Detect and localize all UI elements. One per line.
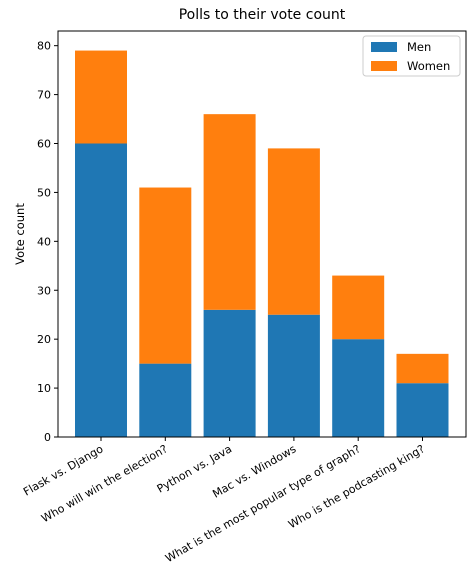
bar-women-2 [203, 114, 256, 310]
bar-women-0 [75, 50, 127, 144]
bar-men-1 [139, 363, 192, 437]
bar-women-3 [267, 148, 320, 315]
y-tick-label: 20 [37, 333, 51, 346]
y-tick-label: 80 [37, 40, 51, 53]
bar-women-5 [396, 353, 449, 384]
x-tick-label: Who will win the election? [39, 442, 170, 525]
y-tick-label: 60 [37, 138, 51, 151]
legend-swatch-women [371, 61, 397, 71]
y-tick-label: 10 [37, 382, 51, 395]
y-tick-label: 40 [37, 235, 51, 248]
chart-title: Polls to their vote count [179, 7, 346, 23]
bar-women-1 [139, 187, 192, 364]
legend-label-men: Men [407, 40, 431, 54]
bar-women-4 [332, 275, 385, 340]
y-axis: 0 10 20 30 40 50 60 70 80 [37, 40, 58, 444]
y-tick-label: 30 [37, 284, 51, 297]
bars-layer [75, 50, 449, 437]
bar-men-4 [332, 339, 385, 437]
y-tick-label: 0 [44, 431, 51, 444]
y-axis-label: Vote count [13, 203, 27, 265]
y-tick-label: 70 [37, 89, 51, 102]
legend-label-women: Women [407, 59, 450, 73]
plot-frame [57, 30, 467, 438]
legend-swatch-men [371, 42, 397, 52]
bar-men-0 [75, 143, 127, 437]
legend: Men Women [362, 35, 461, 77]
bar-men-3 [267, 314, 320, 437]
y-tick-label: 50 [37, 186, 51, 199]
bar-men-5 [396, 383, 449, 437]
bar-men-2 [203, 309, 256, 437]
